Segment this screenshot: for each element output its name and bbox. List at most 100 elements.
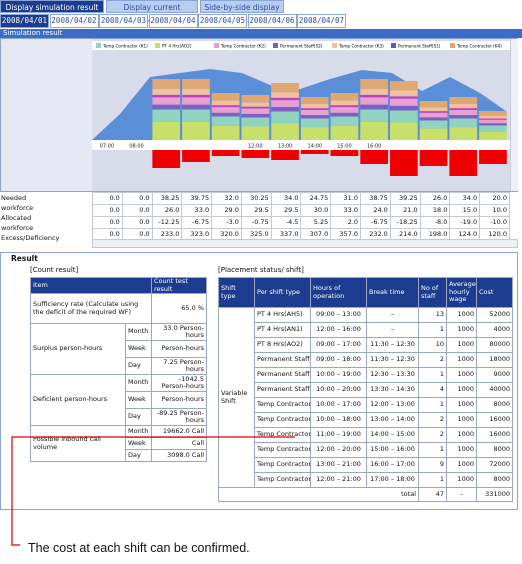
- stack-segment: [390, 90, 418, 97]
- count-row: Week Person-hours: [31, 340, 208, 358]
- row-label: Allocated: [1, 214, 32, 222]
- placement-cell: 9000: [476, 367, 513, 383]
- stack-segment: [182, 88, 210, 95]
- summary-cell: 24.75: [300, 192, 332, 205]
- stack-segment: [449, 97, 478, 104]
- placement-cell: 1000: [446, 367, 477, 383]
- placement-cell: 1000: [446, 397, 477, 413]
- stack-segment: [479, 115, 507, 119]
- stack-segment: [419, 101, 448, 108]
- placement-cell: Permanent Staff(S: [254, 352, 311, 368]
- stack-segment: [449, 109, 478, 116]
- item-cell: Sufficiency rate (Calculate using the de…: [29, 293, 153, 324]
- placement-cell: Permanent Staff(S: [254, 367, 311, 383]
- stack-segment: [271, 122, 299, 140]
- stack-segment: [300, 103, 329, 109]
- legend-label: PT 4 Hrs(AO2): [162, 44, 192, 49]
- stack-segment: [300, 109, 329, 116]
- date-tab[interactable]: 2008/04/05: [198, 14, 247, 28]
- period-cell: Week: [124, 391, 153, 409]
- summary-row: 0.0 0.0 38.25 39.75 32.0 30.25 34.0 24.75 31.0 38…: [92, 192, 510, 205]
- placement-cell: 12:00 – 21:00: [310, 472, 367, 488]
- time-label: 15:00: [337, 144, 351, 150]
- stack-segment: [300, 97, 329, 104]
- stack-segment: [152, 121, 181, 140]
- date-tab[interactable]: 2008/04/02: [49, 14, 99, 28]
- placement-cell: 10:00 – 20:00: [310, 382, 367, 398]
- row-label: workforce: [1, 224, 34, 232]
- date-tab[interactable]: 2008/04/03: [99, 14, 148, 28]
- stack-segment: [271, 97, 299, 101]
- placement-cell: 72000: [476, 457, 513, 473]
- placement-cell: 18000: [476, 352, 513, 368]
- row-label: Needed: [1, 194, 27, 202]
- count-row: Deficient person-hours Month -1042.5 Perso…: [30, 374, 208, 426]
- header-cell: Average hourly wage: [446, 277, 477, 308]
- placement-cell: 14:00 – 15:00: [366, 427, 419, 443]
- date-tab[interactable]: 2008/04/01: [0, 14, 49, 28]
- placement-cell: 1000: [446, 337, 477, 353]
- view-tab[interactable]: Display current schedule: [106, 0, 198, 25]
- summary-cell: -4.5: [270, 216, 302, 229]
- placement-cell: 10:00 – 17:00: [310, 397, 367, 413]
- date-tab[interactable]: 2008/04/07: [297, 14, 346, 28]
- placement-cell: 11:30 – 12:30: [366, 337, 419, 353]
- summary-cell: -6.75: [360, 216, 391, 229]
- total-cost: 331000: [476, 487, 513, 502]
- legend-swatch: [214, 43, 219, 48]
- placement-cell: 4: [418, 382, 447, 398]
- time-label: 07:00: [100, 144, 114, 150]
- placement-cell: 8000: [476, 442, 513, 458]
- stack-segment: [479, 125, 507, 132]
- placement-cell: 10: [418, 337, 447, 353]
- stack-segment: [449, 115, 478, 119]
- view-tab[interactable]: Display simulation result: [0, 0, 104, 13]
- summary: Needed workforce Allocated workforce Excess/…: [0, 192, 518, 250]
- placement-cell: 09:00 – 13:00: [310, 307, 367, 323]
- stack-segment: [330, 112, 359, 117]
- placement-cell: PT 4 Hrs(AN1): [254, 322, 311, 338]
- stack-segment: [182, 121, 210, 140]
- stack-segment: [390, 81, 418, 91]
- placement-row: Permanent Staff(S 10:00 – 19:00 12:30 – 13…: [219, 367, 513, 383]
- deficit-bar: [211, 150, 240, 156]
- summary-cell: 26.0: [151, 204, 183, 217]
- legend-swatch: [332, 43, 337, 48]
- time-label: 13:00: [278, 144, 292, 150]
- stack-segment: [300, 115, 329, 119]
- placement-cell: 12:00 – 13:00: [366, 397, 419, 413]
- summary-cell: 33.0: [330, 204, 362, 217]
- placement-cell: PT 4 Hrs(AH5): [254, 307, 311, 323]
- header-row: Item Count test result: [29, 277, 208, 294]
- stack-segment: [182, 94, 210, 98]
- time-label: 09:00: [159, 144, 173, 150]
- summary-cell: -3.0: [211, 216, 242, 229]
- placement-cell: 16:00 – 17:00: [366, 457, 419, 473]
- total-row: total 47–331000: [218, 487, 513, 502]
- view-tab[interactable]: Side-by-side display: [200, 0, 284, 13]
- result-panel: Result: [0, 252, 518, 510]
- time-label: 16:00: [367, 144, 381, 150]
- summary-cell: 0.0: [121, 216, 153, 229]
- placement-cell: 1: [418, 442, 447, 458]
- placement-cell: 8000: [476, 397, 513, 413]
- date-tab[interactable]: 2008/04/06: [247, 14, 297, 28]
- placement-cell: 1000: [446, 442, 477, 458]
- stack-segment: [182, 104, 210, 110]
- stack-segment: [360, 97, 388, 105]
- legend-label: Permanent Staff(S1): [398, 44, 441, 49]
- placement-cell: 10:00 – 18:00: [310, 412, 367, 428]
- stack-segment: [360, 121, 388, 140]
- legend-swatch: [450, 43, 455, 48]
- placement-cell: 52000: [476, 307, 513, 323]
- date-tab[interactable]: 2008/04/04: [148, 14, 198, 28]
- placement-row: Temp Contractor (13:00 – 21:00 16:00 – 17…: [219, 457, 513, 473]
- period-cell: Day: [124, 357, 153, 375]
- stack-segment: [211, 100, 240, 106]
- summary-cell: -10.0: [479, 216, 510, 229]
- stack-segment: [419, 107, 448, 112]
- summary-cell: 34.0: [449, 192, 481, 205]
- summary-cell: 38.25: [151, 192, 183, 205]
- placement-table: Shift type Per shift type Hours of operati…: [218, 277, 513, 502]
- placement-cell: Temp Contractor (: [254, 397, 311, 413]
